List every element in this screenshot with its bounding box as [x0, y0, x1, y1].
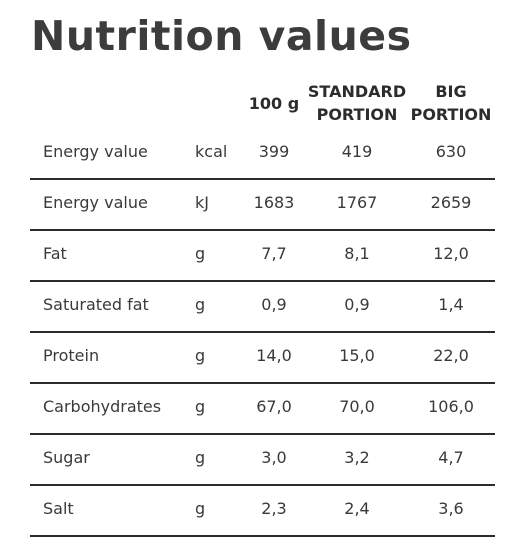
- column-header-100g-label: 100 g: [248, 94, 300, 113]
- row-value-big: 4,7: [438, 448, 464, 467]
- row-label: Saturated fat: [43, 295, 149, 314]
- column-header-100g: 100 g: [244, 92, 304, 115]
- table-header: 100 g STANDARD PORTION BIG PORTION: [0, 80, 521, 130]
- row-value-standard: 15,0: [339, 346, 375, 365]
- column-header-big-line1: BIG: [435, 82, 467, 101]
- row-value-standard: 2,4: [344, 499, 370, 518]
- row-value-100g: 14,0: [256, 346, 292, 365]
- table-row: Fat g 7,7 8,1 12,0: [30, 229, 495, 282]
- table-row: Carbohydrates g 67,0 70,0 106,0: [30, 382, 495, 435]
- table-row: Sugar g 3,0 3,2 4,7: [30, 433, 495, 486]
- row-value-big: 12,0: [433, 244, 469, 263]
- row-value-big: 106,0: [428, 397, 474, 416]
- table-row: Salt g 2,3 2,4 3,6: [30, 484, 495, 537]
- row-value-100g: 3,0: [261, 448, 287, 467]
- row-unit: g: [195, 448, 206, 467]
- row-value-100g: 7,7: [261, 244, 287, 263]
- column-header-big-portion: BIG PORTION: [403, 80, 499, 126]
- row-value-100g: 67,0: [256, 397, 292, 416]
- row-value-big: 630: [435, 142, 467, 161]
- row-unit: g: [195, 346, 206, 365]
- row-value-standard: 1767: [336, 193, 378, 212]
- row-unit: g: [195, 499, 206, 518]
- row-label: Carbohydrates: [43, 397, 162, 416]
- row-label: Sugar: [43, 448, 90, 467]
- row-unit: kJ: [195, 193, 209, 212]
- row-label: Protein: [43, 346, 100, 365]
- table-row: Energy value kcal 399 419 630: [30, 127, 495, 180]
- column-header-standard-portion: STANDARD PORTION: [300, 80, 414, 126]
- table-row: Saturated fat g 0,9 0,9 1,4: [30, 280, 495, 333]
- row-unit: g: [195, 244, 206, 263]
- column-header-standard-line2: PORTION: [316, 105, 398, 124]
- row-unit: g: [195, 295, 206, 314]
- table-row: Energy value kJ 1683 1767 2659: [30, 178, 495, 231]
- row-value-standard: 70,0: [339, 397, 375, 416]
- row-value-100g: 399: [258, 142, 290, 161]
- row-value-100g: 2,3: [261, 499, 287, 518]
- row-value-big: 3,6: [438, 499, 464, 518]
- row-value-100g: 1683: [253, 193, 295, 212]
- row-value-standard: 419: [341, 142, 373, 161]
- row-unit: g: [195, 397, 206, 416]
- row-label: Energy value: [43, 193, 148, 212]
- row-label: Salt: [43, 499, 74, 518]
- table-row: Protein g 14,0 15,0 22,0: [30, 331, 495, 384]
- row-label: Energy value: [43, 142, 148, 161]
- row-value-big: 22,0: [433, 346, 469, 365]
- column-header-standard-line1: STANDARD: [307, 82, 407, 101]
- row-value-big: 1,4: [438, 295, 464, 314]
- row-unit: kcal: [195, 142, 228, 161]
- row-value-100g: 0,9: [261, 295, 287, 314]
- column-header-big-line2: PORTION: [410, 105, 492, 124]
- row-value-big: 2659: [430, 193, 472, 212]
- row-value-standard: 8,1: [344, 244, 370, 263]
- row-label: Fat: [43, 244, 67, 263]
- row-value-standard: 0,9: [344, 295, 370, 314]
- page-title: Nutrition values: [31, 12, 412, 60]
- row-value-standard: 3,2: [344, 448, 370, 467]
